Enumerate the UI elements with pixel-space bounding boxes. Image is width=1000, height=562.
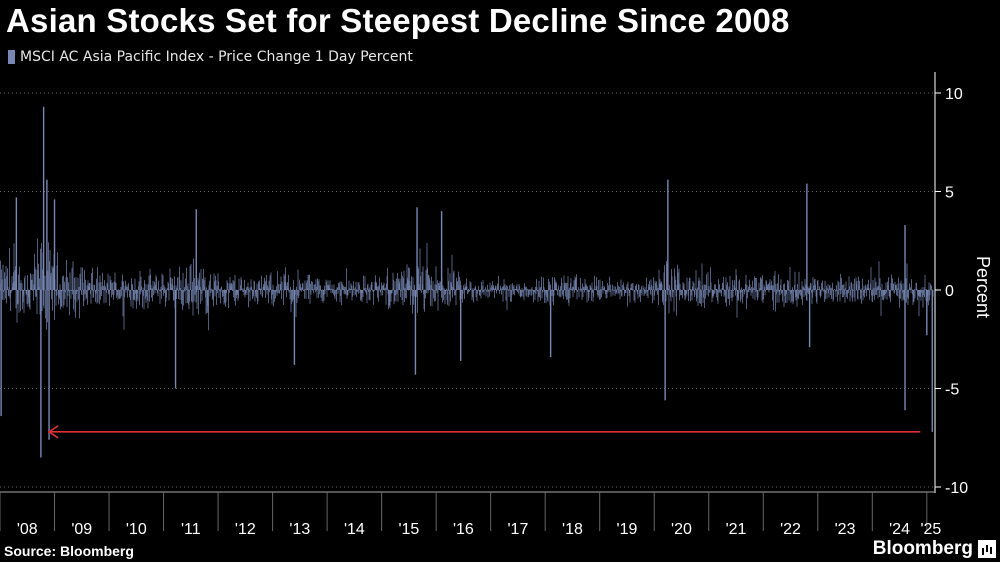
x-tick-label: '20 (671, 521, 692, 538)
x-tick-label: '08 (17, 521, 38, 538)
y-tick-label: 0 (945, 283, 954, 300)
brand-logo: Bloomberg (873, 538, 996, 560)
series-bars (0, 106, 934, 458)
arrow-head (47, 425, 59, 439)
chart-title: Asian Stocks Set for Steepest Decline Si… (6, 2, 790, 39)
y-tick-label: 10 (945, 86, 963, 103)
x-axis: '08 '09 '10 '11 '12 '13 '14 '15 '16 '17 '18 '19 '20 '… (0, 491, 941, 538)
x-tick-label: '18 (562, 521, 583, 538)
x-tick-label: '22 (780, 521, 801, 538)
annotation-arrow (47, 425, 921, 439)
x-tick-label: '14 (344, 521, 365, 538)
x-tick-label: '09 (71, 521, 92, 538)
y-tick-label: -5 (945, 382, 959, 399)
x-tick-label: '10 (126, 521, 147, 538)
x-tick-label: '24 (889, 521, 910, 538)
x-tick-label: '16 (453, 521, 474, 538)
x-tick-label: '15 (398, 521, 419, 538)
legend-label: MSCI AC Asia Pacific Index - Price Chang… (20, 49, 413, 65)
brand-label: Bloomberg (872, 538, 973, 559)
legend: MSCI AC Asia Pacific Index - Price Chang… (8, 49, 413, 65)
x-tick-label: '12 (235, 521, 256, 538)
y-axis: 10 5 0 -5 -10 (934, 72, 968, 497)
x-tick-label: '19 (617, 521, 638, 538)
x-tick-label: '13 (289, 521, 310, 538)
y-tick-label: -10 (945, 480, 968, 497)
x-tick-label: '11 (181, 521, 201, 538)
terminal-icon (978, 540, 996, 558)
y-tick-label: 5 (945, 185, 954, 202)
legend-swatch (8, 50, 15, 64)
x-tick-label: '21 (726, 521, 747, 538)
y-axis-label: Percent (973, 256, 993, 318)
source-note: Source: Bloomberg (4, 543, 134, 559)
x-tick-label: '17 (508, 521, 529, 538)
x-tick-label: '23 (835, 521, 856, 538)
x-tick-label: '25 (920, 521, 941, 538)
